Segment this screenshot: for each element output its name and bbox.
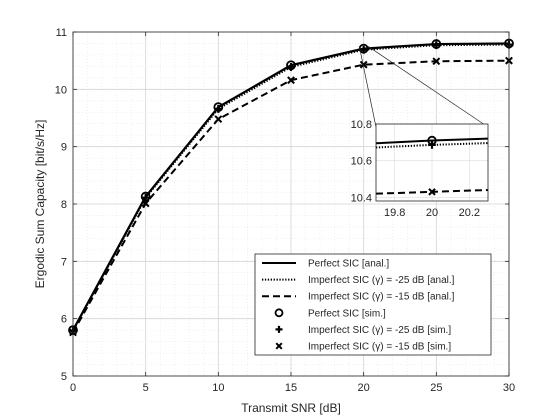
marker-circle xyxy=(274,308,284,318)
y-tick-label: 6 xyxy=(61,314,67,326)
inset-marker-x xyxy=(428,188,436,196)
zoom-connector-right xyxy=(367,46,489,128)
inset-y-tick-label: 10.6 xyxy=(351,156,372,168)
y-tick-label: 8 xyxy=(61,199,67,211)
inset-x-tick-label: 20.2 xyxy=(459,207,480,219)
x-tick-label: 10 xyxy=(212,382,224,394)
legend-marker-x xyxy=(275,342,283,350)
legend-marker-plus xyxy=(275,325,283,333)
grid xyxy=(72,31,510,377)
zoom-connector-left xyxy=(358,46,377,128)
inset-x-tick-label: 19.8 xyxy=(384,207,405,219)
y-axis-label: Ergodic Sum Capacity [bit/s/Hz] xyxy=(33,120,47,289)
legend-marker-circle xyxy=(274,308,284,318)
marker-plus xyxy=(275,325,283,333)
y-tick-label: 9 xyxy=(61,142,67,154)
marker-x xyxy=(428,188,436,196)
data-point-x xyxy=(359,60,368,69)
marker-x xyxy=(141,199,150,208)
data-point-x xyxy=(214,115,223,124)
y-tick-label: 10 xyxy=(55,84,67,96)
marker-x xyxy=(432,57,441,66)
legend-entry-1: Perfect SIC [anal.] xyxy=(308,259,389,270)
marker-x xyxy=(359,60,368,69)
marker-plus xyxy=(141,193,150,202)
data-point-plus xyxy=(141,193,150,202)
data-point-plus xyxy=(287,62,295,71)
legend-box xyxy=(254,253,492,356)
series-group xyxy=(68,38,514,337)
legend-entry-6: Imperfect SIC (γ) = -15 dB [sim.] xyxy=(308,342,451,353)
inset-series-line-1 xyxy=(375,137,489,145)
x-tick-label: 5 xyxy=(143,382,149,394)
x-tick-label: 15 xyxy=(285,382,297,394)
legend-entry-3: Imperfect SIC (γ) = -15 dB [anal.] xyxy=(308,292,455,303)
plot-frame xyxy=(72,31,510,377)
y-tick-label: 11 xyxy=(56,27,67,39)
data-point-x xyxy=(141,199,150,208)
inset-y-tick-label: 10.4 xyxy=(351,192,372,204)
x-tick-label: 30 xyxy=(503,382,515,394)
data-point-plus xyxy=(359,45,368,54)
legend: Perfect SIC [anal.] Imperfect SIC (γ) = -… xyxy=(254,253,492,356)
data-point-plus xyxy=(214,104,223,113)
legend-entry-5: Imperfect SIC (γ) = -25 dB [sim.] xyxy=(308,325,451,336)
x-tick-label: 20 xyxy=(358,382,370,394)
data-point-plus xyxy=(432,41,441,50)
marker-x xyxy=(214,115,223,124)
marker-x xyxy=(275,342,283,350)
x-tick-label: 25 xyxy=(430,382,442,394)
y-tick-label: 5 xyxy=(61,371,67,383)
marker-plus xyxy=(287,62,295,71)
inset-zoom: 19.8 20 20.2 10.4 10.6 10.8 xyxy=(351,46,489,219)
marker-plus xyxy=(359,45,368,54)
marker-plus xyxy=(214,104,223,113)
data-point-x xyxy=(432,57,441,66)
inset-marker-plus xyxy=(428,141,436,149)
inset-x-tick-label: 20 xyxy=(426,207,438,219)
legend-entry-2: Imperfect SIC (γ) = -25 dB [anal.] xyxy=(308,275,455,286)
marker-plus xyxy=(432,41,441,50)
marker-x xyxy=(287,76,295,85)
legend-entry-4: Perfect SIC [sim.] xyxy=(308,308,386,319)
data-point-x xyxy=(287,76,295,85)
inset-frame xyxy=(375,123,489,202)
x-axis-label: Transmit SNR [dB] xyxy=(241,401,341,415)
y-tick-label: 7 xyxy=(61,256,67,268)
x-tick-label: 0 xyxy=(70,382,76,394)
inset-y-tick-label: 10.8 xyxy=(351,119,372,131)
marker-plus xyxy=(428,141,436,149)
